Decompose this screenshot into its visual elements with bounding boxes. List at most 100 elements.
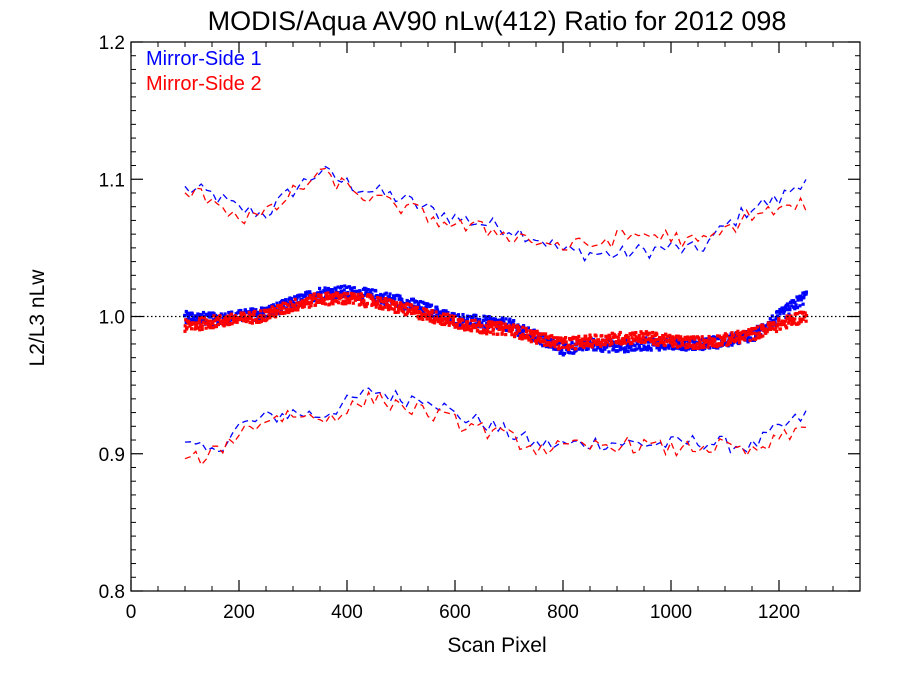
series-2-point [797,321,801,325]
series-2-point [337,301,341,305]
series-2-point [725,343,729,347]
series-2-point [337,297,341,301]
series-1-point [521,329,525,333]
series-2-point [499,324,503,328]
series-2-point [324,292,328,296]
series-2-point [230,316,234,320]
series-2-point [637,333,641,338]
series-2-point [200,327,204,331]
series-2-point [341,299,345,304]
series-1-point [400,300,404,304]
series-1-point [292,301,296,305]
series-1-point [392,294,397,299]
series-2-point [225,317,229,322]
series-1-point [512,319,516,323]
series-2-point [624,341,628,345]
series-2-point [683,335,687,339]
series-2-point [755,325,759,329]
series-1-point [230,310,234,314]
series-2-point [518,336,522,340]
series-2-point [404,306,408,310]
series-2-point [246,318,250,322]
series-2-point [697,346,701,350]
series-2-point [442,312,446,316]
series-2-point [414,307,418,311]
series-2-point [500,321,504,325]
series-2-point [478,331,483,335]
x-tick-label: 0 [126,602,137,623]
series-2-point [761,327,765,331]
series-1-point [343,284,347,288]
series-2-point [757,331,761,335]
series-2-point [201,320,205,324]
series-2-point [784,324,788,328]
series-2-point [280,307,284,311]
series-1-point [351,290,355,294]
series-2-point [214,324,218,329]
series-1-point [804,290,808,294]
series-2-point [353,298,357,302]
series-2-point [735,332,740,336]
series-1-point [219,312,223,316]
series-2-point [769,321,773,325]
series-1-point [203,314,207,318]
series-2-point [573,336,577,340]
series-1-point [603,347,607,351]
series-2-point [554,336,558,340]
series-2-point [804,319,808,323]
series-1-point [390,297,394,301]
series-2-point [464,325,468,329]
series-2-point [474,325,478,330]
series-2-point [447,323,451,327]
series-1-point [221,316,225,320]
series-2-point [630,341,634,345]
series-2-point [742,329,746,333]
series-1-point [599,346,603,350]
series-2-point [276,309,280,313]
series-2-point [547,336,551,340]
series-1-point [592,344,596,348]
series-2-point [362,301,366,305]
series-2-point [764,327,768,331]
series-1-point [778,312,782,316]
series-1-point [275,301,279,305]
series-2-point [629,333,633,337]
series-2-point [790,316,794,320]
series-2-point [787,321,791,325]
series-2-point [392,300,396,304]
series-2-point [222,318,226,323]
series-2-point [564,336,568,340]
series-2-point [434,310,438,314]
series-2-point [314,296,318,300]
series-1-point [526,326,530,330]
series-1-point [425,305,429,309]
series-2-point [415,311,419,315]
series-2-point [397,304,401,309]
series-2-point [243,313,247,317]
series-2-point [720,336,724,340]
series-1-point [554,347,558,351]
series-2-point [737,335,741,339]
series-2-point [578,343,582,348]
legend: Mirror-Side 1 Mirror-Side 2 [146,48,262,95]
series-2-point [749,328,753,333]
series-2-point [421,317,425,321]
series-2-point [662,340,666,345]
series-2-point [316,294,321,298]
series-2-point [430,311,434,315]
series-2-point [551,340,555,344]
series-2-point [402,304,406,308]
series-2-point [469,329,474,333]
series-2-point [444,317,448,321]
series-1-point [795,306,800,310]
x-tick-label: 200 [223,602,255,623]
series-2-point [651,334,655,338]
series-1-point [249,307,253,311]
series-2-point [423,314,428,318]
series-2-point [291,303,295,307]
series-1-point [326,286,330,291]
series-2-point [462,323,466,327]
series-2-point [294,307,298,311]
series-2-point [766,323,770,327]
